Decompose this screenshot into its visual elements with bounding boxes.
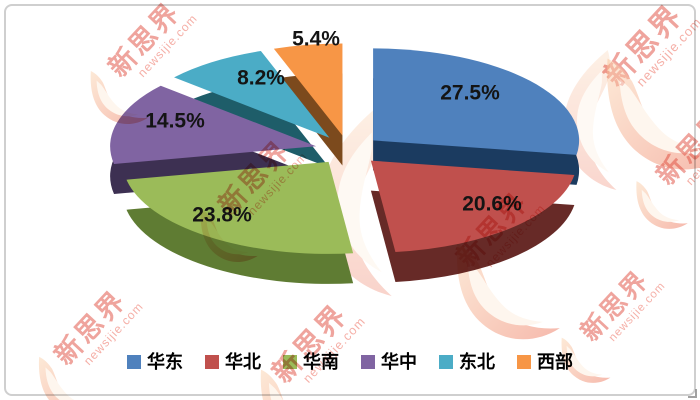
legend-item-5: 西部 xyxy=(517,353,573,371)
legend-swatch-0 xyxy=(127,355,141,369)
legend-swatch-4 xyxy=(439,355,453,369)
legend-label-2: 华南 xyxy=(303,352,339,372)
slice-label-0: 27.5% xyxy=(440,82,500,105)
legend-item-4: 东北 xyxy=(439,353,495,371)
legend: 华东 华北 华南 华中 东北 西部 xyxy=(0,353,700,371)
legend-label-4: 东北 xyxy=(459,352,495,372)
resize-handle xyxy=(688,389,697,398)
legend-swatch-1 xyxy=(205,355,219,369)
slice-label-5: 5.4% xyxy=(292,28,340,51)
legend-item-0: 华东 xyxy=(127,353,183,371)
pie-slice-3 xyxy=(110,85,317,165)
legend-label-3: 华中 xyxy=(381,352,417,372)
pie-slices xyxy=(110,43,580,284)
pie-slice-0 xyxy=(373,48,580,155)
pie-slice-4 xyxy=(174,51,330,138)
legend-swatch-2 xyxy=(283,355,297,369)
legend-item-1: 华北 xyxy=(205,353,261,371)
legend-label-1: 华北 xyxy=(225,352,261,372)
pie-slice-1 xyxy=(370,160,575,252)
pie-slice-5 xyxy=(273,43,343,136)
legend-label-5: 西部 xyxy=(537,352,573,372)
legend-label-0: 华东 xyxy=(147,352,183,372)
legend-swatch-5 xyxy=(517,355,531,369)
legend-item-3: 华中 xyxy=(361,353,417,371)
legend-item-2: 华南 xyxy=(283,353,339,371)
legend-swatch-3 xyxy=(361,355,375,369)
slice-label-3: 14.5% xyxy=(145,110,205,133)
slice-label-4: 8.2% xyxy=(237,67,285,90)
pie-slice-2 xyxy=(126,161,354,254)
slice-label-1: 20.6% xyxy=(462,193,522,216)
slice-label-2: 23.8% xyxy=(192,204,252,227)
